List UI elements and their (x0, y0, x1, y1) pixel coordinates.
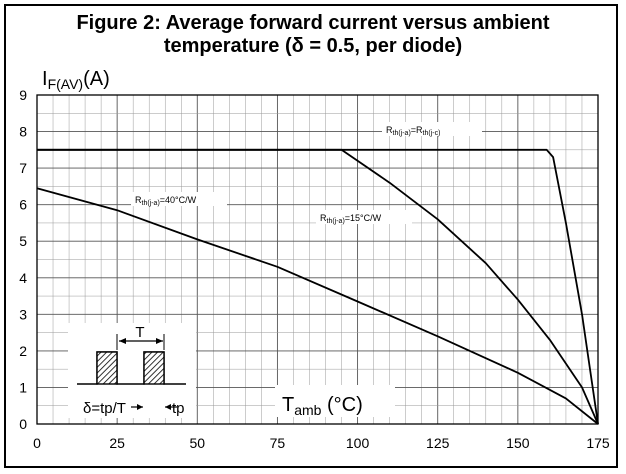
x-axis-label-bg (275, 385, 395, 417)
y-tick-label: 7 (19, 160, 27, 176)
arrow-head-left (119, 338, 126, 344)
pulse-width-label: tp (172, 400, 185, 417)
inset-bg (68, 323, 196, 418)
x-tick-label: 150 (506, 435, 530, 451)
label-bg (316, 210, 412, 224)
pulse-period-label: T (135, 324, 144, 341)
chart-title: Figure 2: Average forward current versus… (6, 12, 620, 58)
x-tick-label: 25 (109, 435, 125, 451)
y-tick-label: 9 (19, 87, 27, 103)
arrow-head-right (156, 338, 163, 344)
x-axis-label: Tamb (°C) (282, 394, 363, 418)
y-tick-label: 3 (19, 306, 27, 322)
y-tick-label: 8 (19, 124, 27, 140)
label-bg (131, 192, 227, 206)
x-tick-label: 175 (586, 435, 610, 451)
series-line (37, 148, 599, 425)
x-tick-label: 125 (426, 435, 450, 451)
y-tick-label: 1 (19, 379, 27, 395)
y-tick-label: 6 (19, 197, 27, 213)
y-tick-label: 4 (19, 270, 27, 286)
label-rth-jc: Rth(j-a)=Rth(j-c) (386, 125, 440, 137)
series-line (36, 187, 599, 425)
y-tick-label: 2 (19, 343, 27, 359)
x-tick-label: 75 (270, 435, 286, 451)
x-tick-label: 0 (33, 435, 41, 451)
series-line (37, 148, 599, 425)
duty-cycle-label: δ=tp/T (83, 400, 126, 417)
label-bg (382, 122, 482, 136)
label-rth-40: Rth(j-a)=40°C/W (135, 195, 197, 207)
y-tick-label: 0 (19, 416, 27, 432)
y-axis-label: IF(AV)(A) (42, 68, 110, 92)
label-rth-15: Rth(j-a)=15°C/W (320, 213, 382, 225)
y-tick-label: 5 (19, 233, 27, 249)
chart-title-line2: temperature (δ = 0.5, per diode) (163, 35, 463, 57)
arrow-head-right (137, 404, 143, 410)
plot-area-border (36, 94, 599, 425)
x-tick-label: 50 (189, 435, 205, 451)
chart-title-line1: Figure 2: Average forward current versus… (76, 12, 550, 34)
x-tick-label: 100 (346, 435, 370, 451)
pulse-2 (143, 351, 165, 385)
arrow-head-left (165, 404, 171, 410)
pulse-1 (96, 351, 118, 385)
